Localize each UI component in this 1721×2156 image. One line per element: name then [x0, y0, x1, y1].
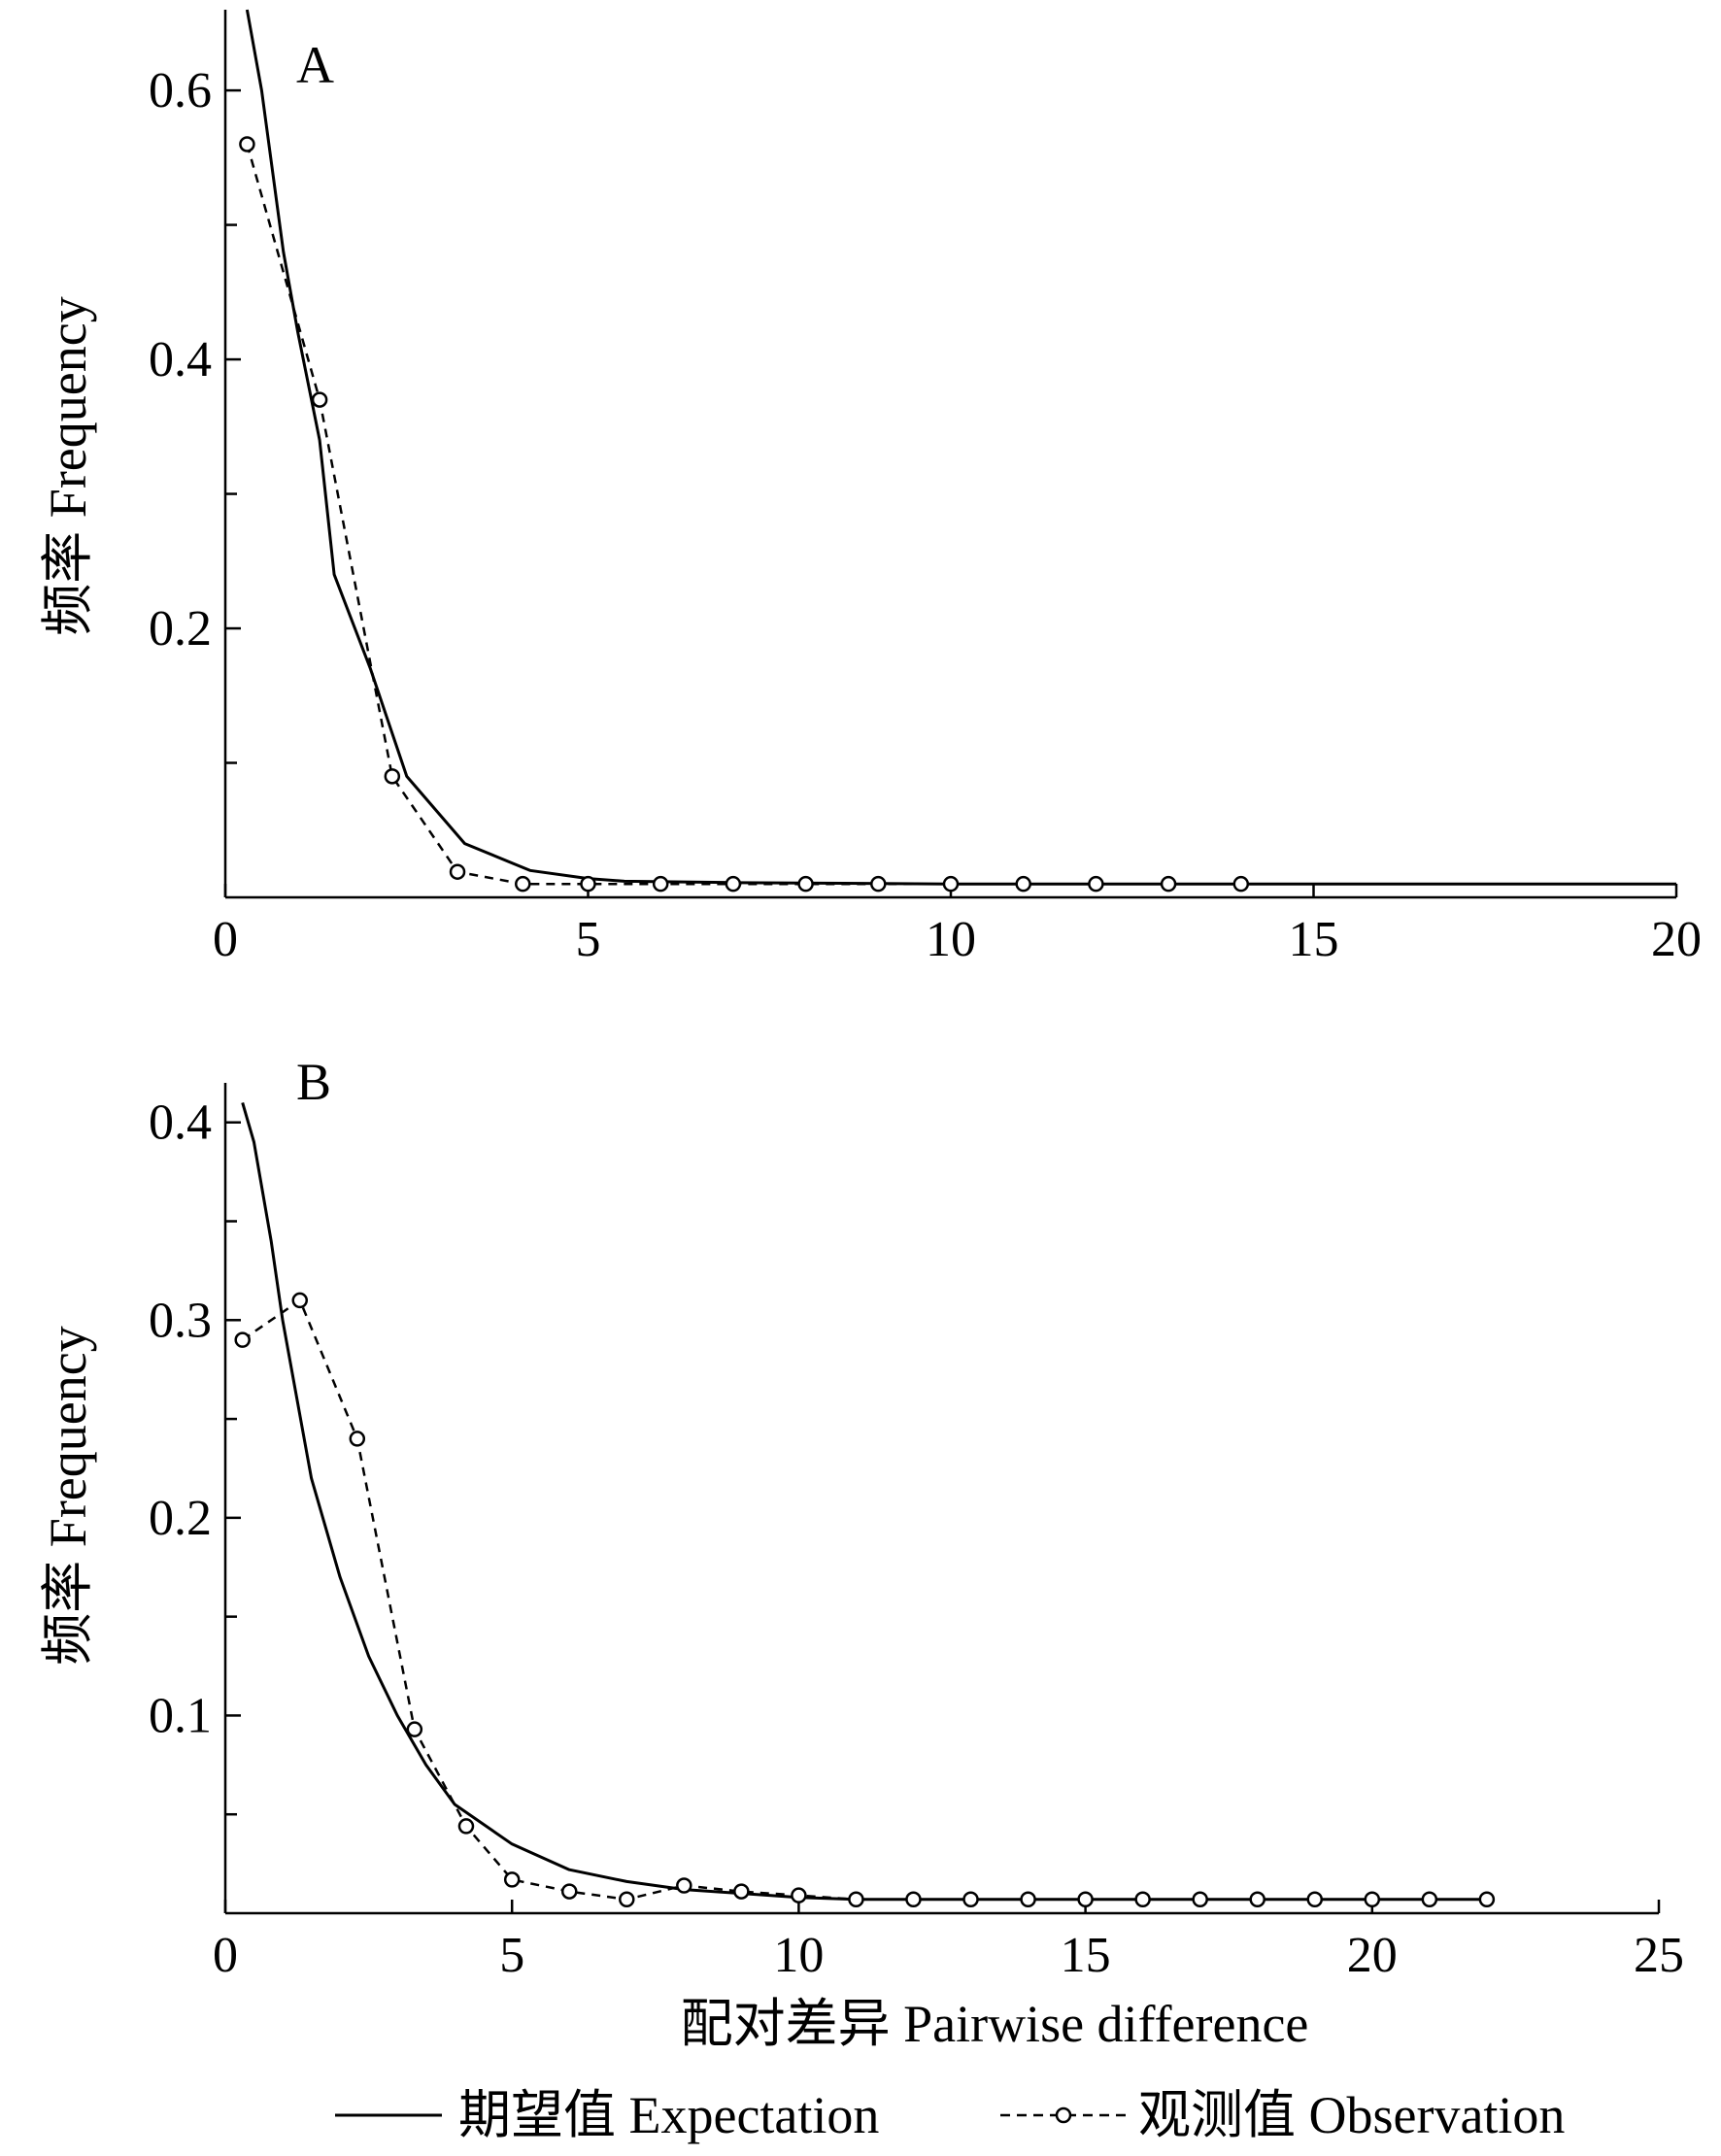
panel-a-observation-point [580, 875, 596, 893]
panel-a-observation-point [942, 875, 960, 893]
panel-b-x-tick-label: 0 [213, 1928, 238, 1983]
panel-a-y-tick-label: 0.4 [149, 332, 212, 387]
panel-b-observation-point [1306, 1891, 1324, 1907]
panel-b-observation-point [1134, 1891, 1151, 1907]
panel-b-x-tick-label: 25 [1634, 1928, 1684, 1983]
panel-b-y-tick-label: 0.3 [149, 1293, 212, 1348]
panel-b-observation-point [905, 1891, 922, 1907]
panel-a-observation-point [1088, 875, 1104, 893]
panel-b-observation-point [560, 1883, 578, 1900]
panel-a-x-tick-label: 20 [1651, 912, 1702, 967]
panel-a-plot-area: 0.2 0.4 0.6 0 5 10 15 20 [149, 9, 1702, 967]
legend-expectation-label: 期望值 Expectation [458, 2086, 879, 2144]
panel-a-y-axis-title: 频率 Frequency [39, 296, 97, 635]
x-axis-title: 配对差异 Pairwise difference [681, 1995, 1309, 2053]
panel-b-observation-point [676, 1877, 692, 1894]
panel-b-x-tick-label: 5 [499, 1928, 524, 1983]
panel-b-observation-point [1421, 1891, 1438, 1907]
panel-a-observation-point [1232, 875, 1250, 893]
panel-b-y-tick-label: 0.4 [149, 1095, 212, 1151]
panel-a-y-tick-label: 0.6 [149, 63, 212, 118]
panel-a-chart: 0.2 0.4 0.6 0 5 10 15 20 A 频率 Frequency [39, 9, 1702, 967]
panel-b-plot-area: 0.1 0.2 0.3 0.4 0 5 10 15 20 25 [149, 1083, 1684, 1983]
panel-b-chart: 0.1 0.2 0.3 0.4 0 5 10 15 20 25 B 频率 Frequency [39, 1053, 1684, 1983]
panel-b-observation-point [349, 1431, 366, 1447]
panel-b-x-tick-label: 15 [1061, 1928, 1111, 1983]
panel-b-observation-point [1364, 1891, 1381, 1907]
panel-b-y-tick-label: 0.1 [149, 1688, 212, 1743]
panel-a-observation-point [515, 875, 531, 893]
panel-b-observation-point [1478, 1891, 1496, 1907]
panel-b-label: B [296, 1053, 331, 1111]
panel-b-y-axis-title: 频率 Frequency [39, 1326, 97, 1665]
panel-b-observation-point [791, 1887, 807, 1903]
panel-b-observation-point [1020, 1891, 1036, 1907]
panel-a-expectation-line [245, 9, 1676, 886]
panel-a-label: A [296, 36, 334, 94]
panel-b-observation-point [1077, 1891, 1094, 1907]
panel-b-observation-point [406, 1721, 423, 1737]
panel-b-observation-point [234, 1331, 251, 1348]
panel-b-expectation-line [241, 1101, 1487, 1902]
panel-b-observation-point [733, 1883, 750, 1900]
panel-b-observation-point [503, 1871, 521, 1888]
panel-b-y-tick-label: 0.2 [149, 1491, 212, 1546]
panel-b-observation-point [1192, 1891, 1208, 1907]
legend-observation-marker-icon [1055, 2106, 1072, 2124]
panel-b-observation-point [1249, 1891, 1265, 1907]
panel-a-x-tick-label: 0 [213, 912, 238, 967]
panel-a-x-tick-label: 15 [1289, 912, 1339, 967]
panel-a-observation-point [797, 875, 814, 893]
panel-a-observation-point [725, 875, 742, 893]
panel-b-x-tick-label: 20 [1347, 1928, 1398, 1983]
panel-b-x-tick-label: 10 [773, 1928, 824, 1983]
panel-a-observation-point [311, 391, 328, 408]
panel-a-observation-point [449, 863, 466, 880]
panel-b-observation-point [848, 1891, 864, 1907]
legend-observation-label: 观测值 Observation [1138, 2086, 1565, 2144]
panel-a-x-tick-label: 10 [926, 912, 976, 967]
panel-b-observation-point [291, 1292, 309, 1309]
panel-a-observation-point [384, 768, 401, 785]
panel-a-observation-point [1160, 875, 1177, 893]
legend: 期望值 Expectation 观测值 Observation [335, 2086, 1565, 2144]
panel-b-observation-point [619, 1891, 635, 1907]
panel-a-x-tick-label: 5 [576, 912, 601, 967]
panel-b-observation-point [962, 1891, 979, 1907]
panel-a-observation-point [1015, 875, 1031, 893]
panel-a-observation-point [239, 136, 255, 152]
panel-a-y-tick-label: 0.2 [149, 601, 212, 657]
panel-a-observation-point [652, 875, 669, 893]
panel-b-observation-line [241, 1298, 1487, 1902]
panel-a-observation-point [870, 875, 887, 893]
panel-b-observation-point [457, 1818, 475, 1835]
